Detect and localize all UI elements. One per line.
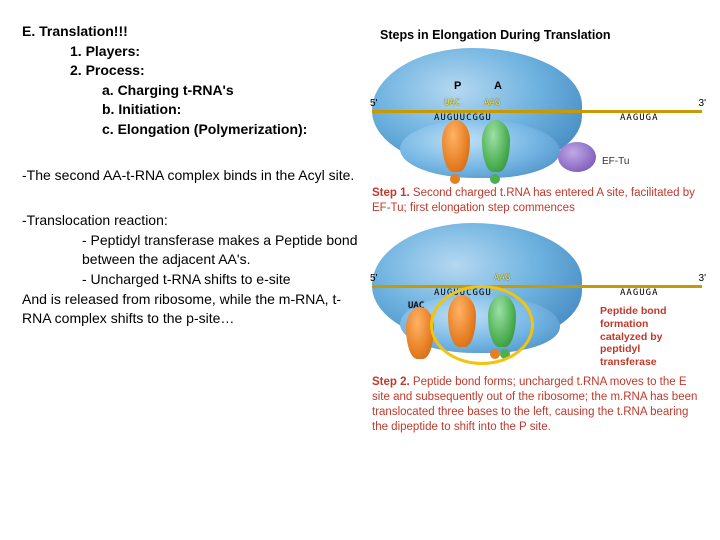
- diagram-step2: 5' 3' AUGUUCGGU AAGUGA UAC AAG Peptide b…: [372, 223, 704, 369]
- outline-sub-charging: a. Charging t-RNA's: [102, 81, 362, 101]
- outline-item-process: 2. Process:: [70, 61, 362, 81]
- trna-e-site: [406, 307, 434, 359]
- outline-sub-initiation: b. Initiation:: [102, 100, 362, 120]
- outline-item-players: 1. Players:: [70, 42, 362, 62]
- anticodon-a: AAG: [484, 98, 500, 108]
- mrna-sequence-mid: AUGUUCGGU: [434, 113, 492, 123]
- figure-title: Steps in Elongation During Translation: [380, 28, 712, 42]
- translocation-b: - Uncharged t-RNA shifts to e-site: [82, 270, 362, 290]
- p-site-label: P: [454, 80, 461, 92]
- step1-bold: Step 1.: [372, 187, 410, 199]
- anticodon-a-2: AAG: [494, 273, 510, 283]
- outline-title: E. Translation!!!: [22, 22, 362, 42]
- mrna-5-prime-2: 5': [370, 273, 377, 284]
- anticodon-p: UAC: [444, 98, 460, 108]
- ribosome-small-subunit: [400, 120, 560, 178]
- mrna-sequence-right-2: AAGUGA: [620, 288, 659, 298]
- outline-sub-elongation: c. Elongation (Polymerization):: [102, 120, 362, 140]
- body-translocation: -Translocation reaction: - Peptidyl tran…: [22, 211, 362, 329]
- ef-tu-label: EF-Tu: [602, 156, 629, 167]
- translocation-c: And is released from ribosome, while the…: [22, 290, 362, 329]
- diagram-step1: 5' 3' AUGUUCGGU AAGUGA P A UAC AAG EF-Tu: [372, 48, 704, 180]
- mrna-sequence-right: AAGUGA: [620, 113, 659, 123]
- mrna-5-prime: 5': [370, 98, 377, 109]
- step1-caption: Step 1. Second charged t.RNA has entered…: [372, 186, 712, 215]
- amino-acid-bead-2: [490, 174, 500, 184]
- right-figure-column: Steps in Elongation During Translation 5…: [372, 28, 712, 442]
- translocation-a: - Peptidyl transferase makes a Peptide b…: [82, 231, 362, 270]
- peptide-bond-caption: Peptide bond formation catalyzed by pept…: [600, 305, 704, 368]
- highlight-circle: [430, 285, 534, 365]
- step2-caption: Step 2. Peptide bond forms; uncharged t.…: [372, 375, 712, 434]
- step1-text: Second charged t.RNA has entered A site,…: [372, 187, 695, 214]
- step2-text: Peptide bond forms; uncharged t.RNA move…: [372, 376, 697, 432]
- translocation-title: -Translocation reaction:: [22, 211, 362, 231]
- step2-bold: Step 2.: [372, 376, 410, 388]
- trna-a-site: [482, 120, 510, 172]
- ef-tu-protein: [558, 142, 596, 172]
- mrna-3-prime-2: 3': [699, 273, 706, 284]
- a-site-label: A: [494, 80, 502, 92]
- left-text-column: E. Translation!!! 1. Players: 2. Process…: [22, 22, 362, 329]
- amino-acid-bead-1: [450, 174, 460, 184]
- mrna-3-prime: 3': [699, 98, 706, 109]
- body-paragraph-1: -The second AA-t-RNA complex binds in th…: [22, 166, 362, 186]
- trna-p-site: [442, 120, 470, 172]
